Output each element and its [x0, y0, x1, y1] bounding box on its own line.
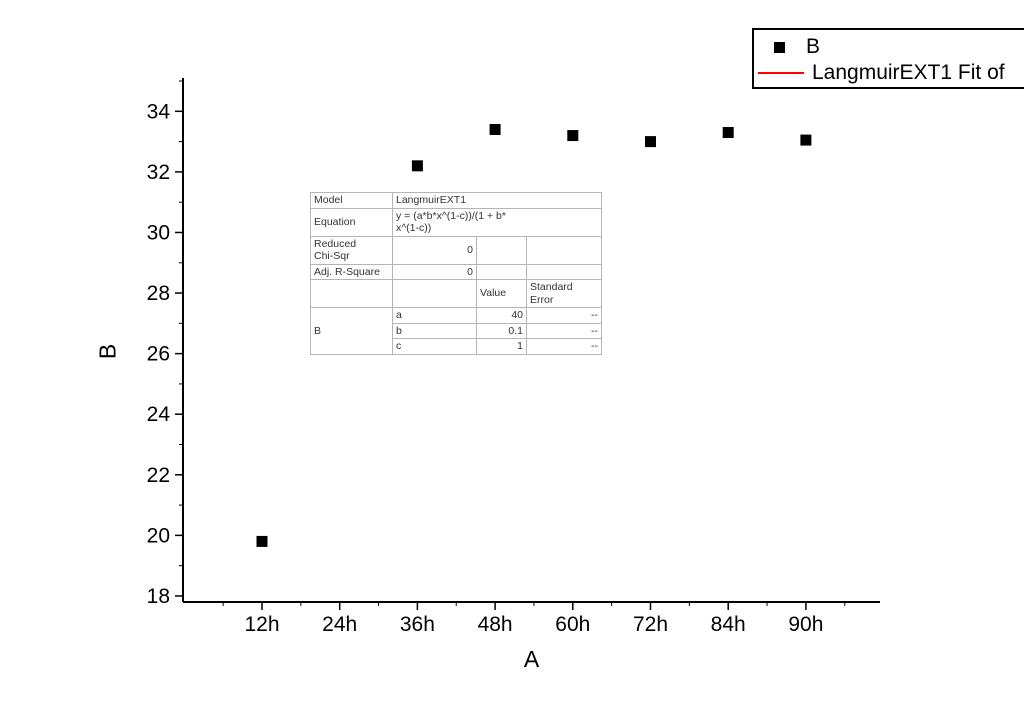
model-value: LangmuirEXT1 — [391, 192, 603, 209]
x-tick-label: 48h — [478, 613, 513, 636]
fit-results-table: Model LangmuirEXT1 Equation y = (a*b*x^(… — [310, 192, 603, 355]
x-tick-label: 60h — [555, 613, 590, 636]
x-tick-label: 36h — [400, 613, 435, 636]
y-tick-label: 34 — [147, 100, 171, 123]
x-tick-label: 72h — [633, 613, 668, 636]
y-tick-label: 26 — [147, 343, 170, 366]
table-row-param-a: B a 40 -- — [310, 307, 603, 355]
fit-line-icon — [758, 72, 804, 74]
data-point — [411, 160, 423, 172]
chisqr-label: Reduced Chi-Sqr — [310, 235, 393, 265]
legend-label-fit: LangmuirEXT1 Fit of — [812, 61, 1005, 84]
series-name-cell: B — [310, 307, 393, 355]
table-row-headers: Value Standard Error — [310, 279, 603, 308]
table-row-equation: Equation y = (a*b*x^(1-c))/(1 + b* x^(1-… — [310, 207, 603, 237]
stderr-header: Standard Error — [525, 279, 603, 308]
y-tick-label: 18 — [147, 585, 170, 608]
legend-item-series: B — [754, 34, 1024, 60]
y-axis-title: B — [94, 343, 121, 360]
y-tick-label: 22 — [147, 464, 170, 487]
param-value: 1 — [476, 338, 527, 355]
table-row-model: Model LangmuirEXT1 — [310, 192, 603, 209]
model-label: Model — [310, 192, 393, 209]
param-name: b — [392, 322, 477, 339]
data-point — [489, 123, 501, 135]
param-stderr: -- — [525, 307, 603, 324]
legend: B LangmuirEXT1 Fit of — [752, 28, 1024, 89]
table-row-chisqr: Reduced Chi-Sqr 0 — [310, 235, 603, 265]
value-header: Value — [476, 279, 527, 308]
equation-label: Equation — [310, 207, 393, 237]
x-tick-label: 12h — [244, 613, 279, 636]
data-point — [645, 136, 656, 148]
x-tick-label: 84h — [711, 613, 746, 636]
param-stderr: -- — [525, 338, 603, 355]
y-tick-label: 24 — [147, 403, 171, 426]
legend-item-fit: LangmuirEXT1 Fit of — [754, 60, 1024, 86]
y-tick-label: 20 — [147, 524, 170, 547]
param-name: a — [392, 307, 477, 324]
y-tick-label: 32 — [147, 161, 170, 184]
table-row-rsquare: Adj. R-Square 0 — [310, 263, 603, 280]
param-value: 40 — [476, 307, 527, 324]
param-stderr: -- — [525, 322, 603, 339]
param-name: c — [392, 338, 477, 355]
x-tick-label: 90h — [788, 613, 823, 636]
x-tick-label: 24h — [322, 613, 357, 636]
equation-value: y = (a*b*x^(1-c))/(1 + b* x^(1-c)) — [391, 207, 603, 237]
rsquare-value: 0 — [392, 263, 477, 280]
y-tick-label: 30 — [147, 221, 170, 244]
table-row-param-c: c 1 -- — [311, 338, 603, 355]
legend-label-series: B — [806, 35, 821, 58]
chisqr-value: 0 — [392, 235, 477, 265]
data-point — [722, 127, 734, 139]
param-value: 0.1 — [476, 322, 527, 339]
series-marker-icon — [774, 41, 785, 53]
x-axis-title: A — [523, 646, 540, 672]
rsquare-label: Adj. R-Square — [310, 263, 393, 280]
y-tick-label: 28 — [147, 282, 170, 305]
data-point — [800, 134, 812, 146]
data-point — [256, 535, 268, 547]
data-point — [567, 130, 579, 142]
